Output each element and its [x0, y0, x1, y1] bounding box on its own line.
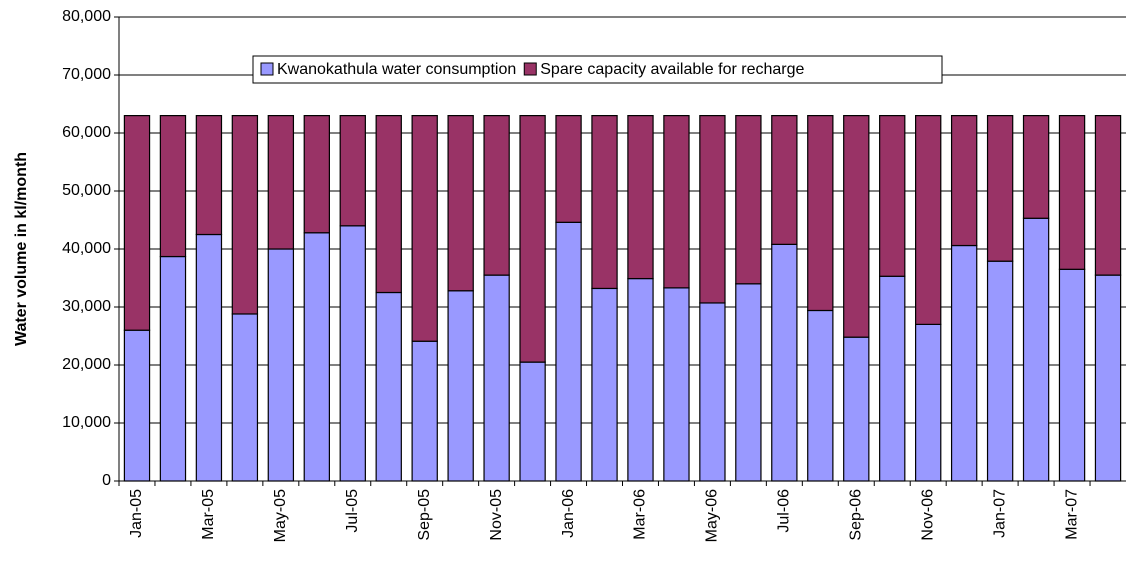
- legend-swatch: [260, 62, 274, 76]
- bar-segment: [375, 114, 402, 294]
- bar-segment: [591, 114, 618, 290]
- x-tick-label: Nov-06: [919, 489, 936, 541]
- bar-segment: [483, 114, 510, 276]
- bar-segment: [411, 114, 438, 342]
- y-tick-label: 30,000: [62, 298, 111, 315]
- bar-segment: [699, 302, 726, 482]
- bar-segment: [1094, 114, 1122, 276]
- bar-segment: [627, 277, 654, 482]
- bar-segment: [807, 114, 834, 312]
- bar-segment: [771, 243, 798, 482]
- bar-segment: [231, 313, 259, 482]
- bar-segment: [519, 361, 546, 482]
- bar-segment: [950, 114, 978, 247]
- x-tick-label: Jan-05: [128, 489, 145, 538]
- bar-segment: [735, 114, 762, 285]
- bar-segment: [627, 114, 654, 280]
- bar-segment: [843, 336, 870, 482]
- x-tick-label: Mar-06: [632, 489, 649, 540]
- bar-segment: [1058, 268, 1086, 482]
- legend-swatch: [523, 62, 537, 76]
- bar-segment: [986, 260, 1014, 482]
- legend-label: Spare capacity available for recharge: [540, 61, 804, 78]
- bar-segment: [123, 114, 151, 331]
- bar-segment: [879, 114, 906, 277]
- bar-segment: [303, 114, 330, 234]
- bar-segment: [843, 114, 870, 338]
- bar-segment: [447, 114, 474, 292]
- x-tick-label: Jul-05: [344, 489, 361, 533]
- bar-segment: [1094, 274, 1122, 482]
- bar-segment: [447, 290, 474, 482]
- bar-segment: [915, 114, 942, 326]
- x-tick-label: Jan-06: [560, 489, 577, 538]
- bar-segment: [519, 114, 546, 363]
- bar-segment: [735, 283, 762, 482]
- y-tick-label: 50,000: [62, 182, 111, 199]
- x-tick-label: May-06: [704, 489, 721, 542]
- bar-segment: [375, 291, 402, 482]
- y-tick-label: 10,000: [62, 414, 111, 431]
- bar-segment: [159, 114, 187, 258]
- x-tick-label: Jan-07: [991, 489, 1008, 538]
- bar-segment: [1058, 114, 1086, 270]
- y-tick-label: 70,000: [62, 66, 111, 83]
- y-tick-label: 60,000: [62, 124, 111, 141]
- y-axis-title: Water volume in kl/month: [13, 152, 30, 346]
- bar-segment: [195, 233, 223, 482]
- bar-segment: [555, 114, 582, 223]
- bar-segment: [303, 232, 330, 482]
- bar-segment: [591, 287, 618, 482]
- bar-segment: [267, 114, 295, 250]
- bar-segment: [231, 114, 259, 315]
- bar-segment: [267, 248, 295, 482]
- bar-segment: [339, 114, 366, 227]
- bar-segment: [699, 114, 726, 304]
- bar-segment: [1022, 217, 1050, 482]
- bar-segment: [807, 309, 834, 482]
- bar-segment: [195, 114, 223, 236]
- bar-segment: [483, 274, 510, 482]
- bar-segment: [879, 275, 906, 482]
- bar-segment: [771, 114, 798, 245]
- bar-segment: [986, 114, 1014, 262]
- x-tick-label: May-05: [272, 489, 289, 542]
- x-tick-label: Mar-05: [200, 489, 217, 540]
- y-tick-label: 20,000: [62, 356, 111, 373]
- x-tick-label: Sep-05: [416, 489, 433, 541]
- bar-segment: [123, 329, 151, 482]
- legend: Kwanokathula water consumption Spare capa…: [252, 55, 943, 84]
- bar-segment: [555, 221, 582, 482]
- y-tick-label: 0: [102, 472, 111, 489]
- x-tick-label: Nov-05: [488, 489, 505, 541]
- bar-segment: [159, 255, 187, 482]
- legend-label: Kwanokathula water consumption: [277, 61, 516, 78]
- bar-segment: [915, 323, 942, 482]
- bar-segment: [950, 244, 978, 482]
- x-tick-label: Mar-07: [1063, 489, 1080, 540]
- x-tick-label: Sep-06: [847, 489, 864, 541]
- y-tick-label: 40,000: [62, 240, 111, 257]
- bar-segment: [411, 340, 438, 482]
- bar-segment: [1022, 114, 1050, 219]
- x-tick-label: Jul-06: [776, 489, 793, 533]
- legend-box: [252, 55, 943, 84]
- bar-segment: [339, 225, 366, 482]
- bar-segment: [663, 114, 690, 289]
- y-tick-label: 80,000: [62, 8, 111, 25]
- bar-segment: [663, 287, 690, 482]
